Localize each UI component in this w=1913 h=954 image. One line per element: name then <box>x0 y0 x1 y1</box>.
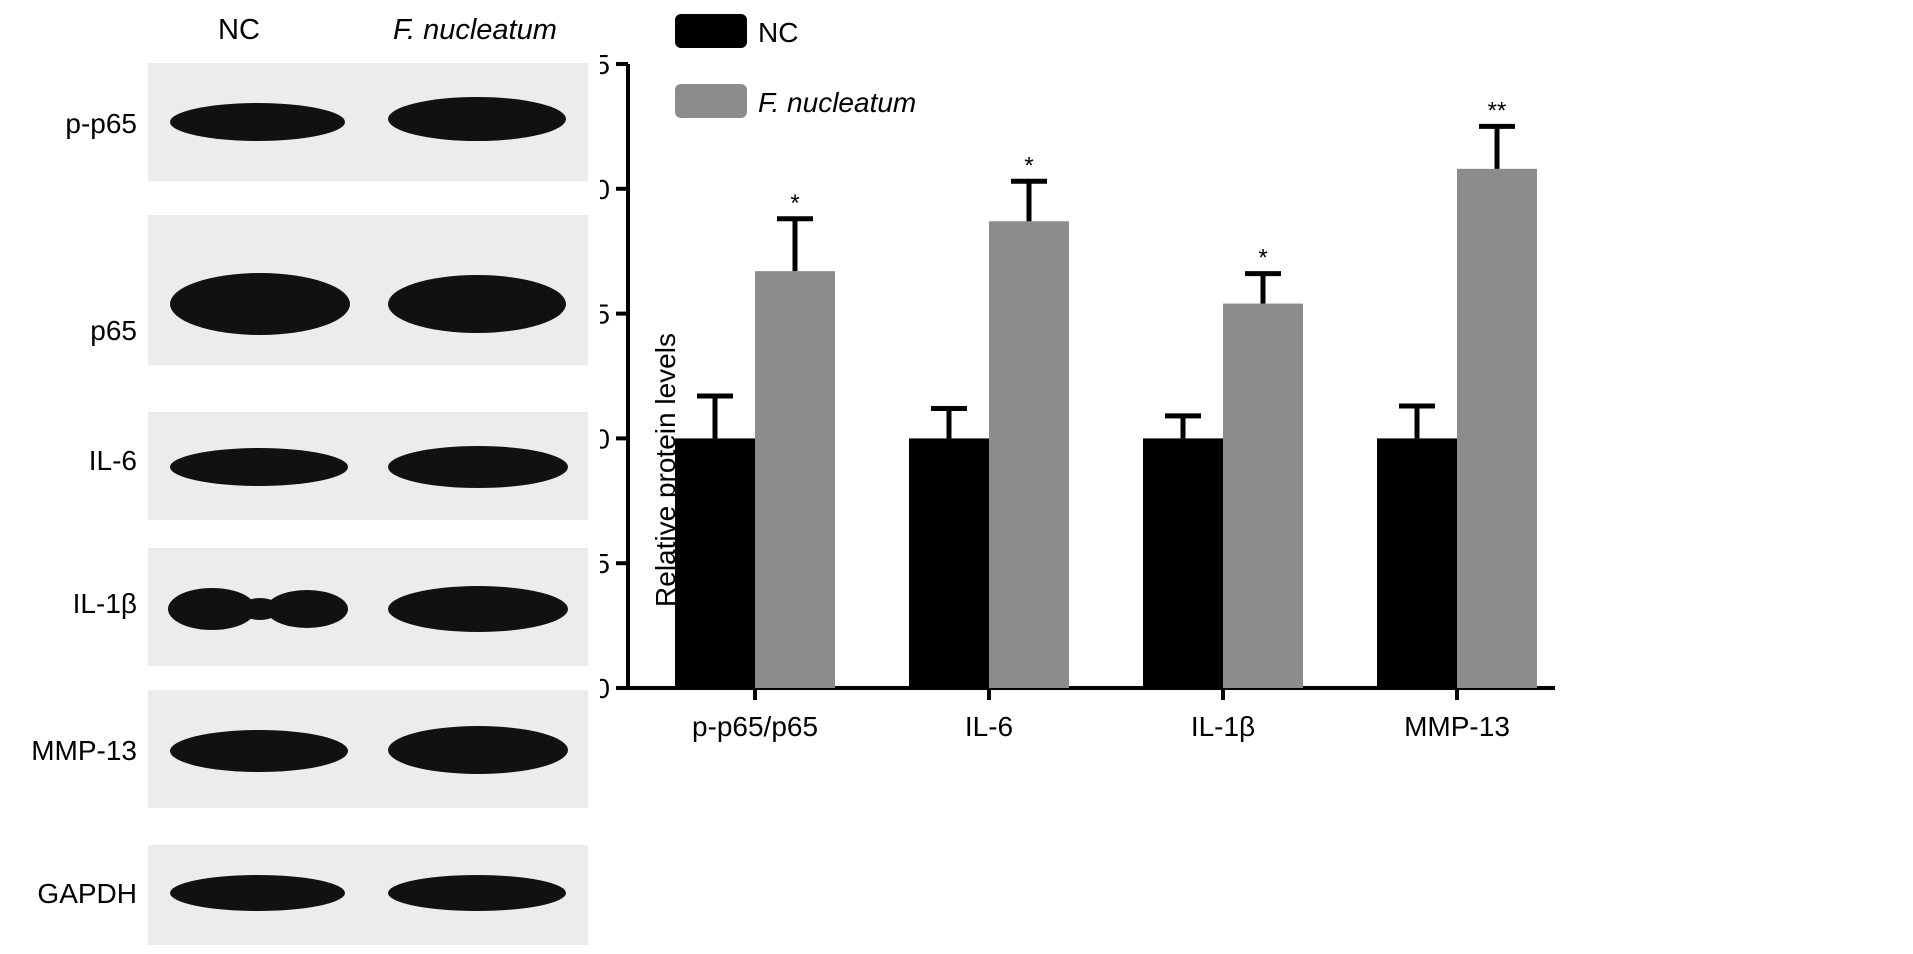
band-p-p65-nc <box>170 103 345 141</box>
x-tick-label: MMP-13 <box>1404 711 1510 742</box>
lane-header-f-nucleatum: F. nucleatum <box>393 14 557 46</box>
legend: NC F. nucleatum <box>675 14 916 118</box>
blot-label-p65: p65 <box>90 315 137 346</box>
y-tick-label: 0.5 <box>600 548 610 579</box>
blot-label-mmp-13: MMP-13 <box>31 735 137 766</box>
legend-swatch <box>675 14 747 48</box>
x-tick-label: p-p65/p65 <box>692 711 818 742</box>
blot-strip-gapdh <box>148 845 588 945</box>
bar <box>1377 438 1457 688</box>
band-mmp-13-nc <box>170 730 348 772</box>
band-il-6-nc <box>170 448 348 486</box>
x-tick-label: IL-1β <box>1191 711 1255 742</box>
bar <box>675 438 755 688</box>
y-axis-label: Relative protein levels <box>650 333 681 607</box>
significance-marker: ** <box>1488 97 1507 124</box>
bar <box>989 221 1069 689</box>
legend-label: NC <box>758 17 798 48</box>
blot-label-il-1b: IL-1β <box>72 588 137 619</box>
bar <box>1143 438 1223 688</box>
significance-marker: * <box>790 190 799 217</box>
significance-marker: * <box>1024 152 1033 179</box>
x-axis: p-p65/p65 IL-6 IL-1β MMP-13 <box>626 686 1555 742</box>
band-il-1b-nc-right <box>266 590 348 628</box>
y-tick-label: 2.0 <box>600 174 610 205</box>
y-axis: 0.0 0.5 1.0 1.5 2.0 2.5 <box>600 49 630 704</box>
legend-swatch <box>675 84 747 118</box>
significance-marker: * <box>1258 245 1267 272</box>
bar-chart: 0.0 0.5 1.0 1.5 2.0 2.5 p-p65/p65 IL-6 IL-1β MMP… <box>600 14 1555 742</box>
blot-label-p-p65: p-p65 <box>65 108 137 139</box>
y-tick-label: 2.5 <box>600 49 610 80</box>
band-il-6-fn <box>388 446 568 488</box>
bar-series: ***** <box>675 97 1537 689</box>
blot-label-gapdh: GAPDH <box>37 878 137 909</box>
bar <box>909 438 989 688</box>
band-p-p65-fn <box>388 97 566 141</box>
y-tick-label: 0.0 <box>600 673 610 704</box>
bar <box>1457 168 1537 688</box>
band-gapdh-fn <box>388 875 566 911</box>
blot-strip-il-6 <box>148 412 588 520</box>
blot-strip-p-p65 <box>148 63 588 181</box>
band-p65-fn <box>388 275 566 333</box>
band-p65-nc <box>170 273 350 335</box>
bar <box>1223 303 1303 688</box>
western-blot-panel: NC F. nucleatum p-p65 p65 IL-6 IL-1β MMP… <box>0 0 600 954</box>
blot-strip-il-1b <box>148 548 588 666</box>
y-tick-label: 1.0 <box>600 423 610 454</box>
lane-header-nc: NC <box>218 14 260 46</box>
band-gapdh-nc <box>170 875 345 911</box>
blot-strip-p65 <box>148 215 588 365</box>
y-tick-label: 1.5 <box>600 299 610 330</box>
blot-label-il-6: IL-6 <box>88 445 137 476</box>
band-il-1b-fn <box>388 586 568 632</box>
x-tick-label: IL-6 <box>965 711 1013 742</box>
legend-label: F. nucleatum <box>758 87 916 118</box>
blot-strip-mmp-13 <box>148 690 588 808</box>
band-mmp-13-fn <box>388 726 568 774</box>
bar <box>755 271 835 688</box>
